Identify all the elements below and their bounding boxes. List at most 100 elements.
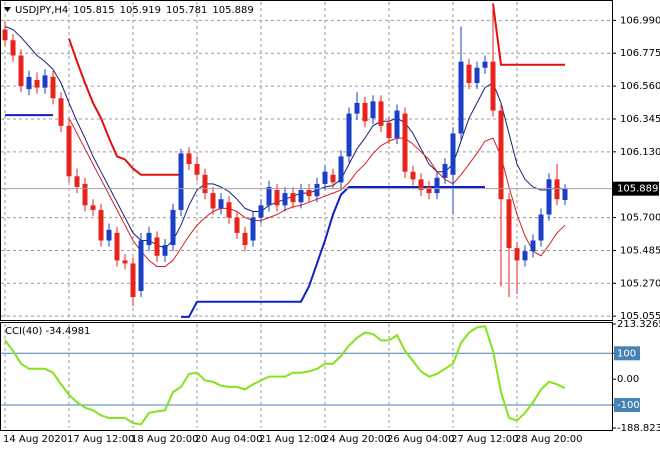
candle-body: [466, 64, 472, 84]
candle-body: [98, 209, 104, 241]
ohlc-value: 105.889: [212, 5, 253, 16]
x-tick-label: 28 Aug 20:00: [515, 434, 582, 445]
current-price-box: [613, 181, 659, 196]
candle-body: [266, 186, 272, 206]
indicator-line: [4, 26, 566, 249]
candle-body: [122, 260, 128, 264]
candle-body: [498, 110, 504, 200]
main-panel: [0, 0, 613, 321]
candle-body: [282, 193, 288, 206]
candle-body: [114, 232, 120, 261]
candle-body: [138, 240, 144, 291]
y-tick-label: 105.055: [620, 311, 660, 322]
y-tick-label: -188.8236: [617, 423, 660, 434]
x-tick-label: 27 Aug 12:00: [451, 434, 518, 445]
candle-body: [442, 164, 448, 178]
candle-body: [74, 176, 80, 187]
candle-body: [322, 171, 328, 184]
candle-body: [450, 133, 456, 175]
candle-body: [178, 153, 184, 210]
y-tick-label: 100: [617, 348, 636, 359]
y-tick-label: 105.485: [620, 245, 660, 256]
candle-body: [202, 174, 208, 194]
candle-body: [474, 67, 480, 84]
cci-panel: [0, 322, 613, 431]
y-tick-label: -100: [617, 400, 640, 411]
x-tick-label: 26 Aug 04:00: [387, 434, 454, 445]
candle-body: [242, 232, 248, 246]
candle-body: [218, 199, 224, 209]
candle-body: [490, 61, 496, 111]
candle-body: [522, 251, 528, 261]
y-tick-label: 105.270: [620, 278, 660, 289]
candle-body: [418, 179, 424, 191]
candle-body: [2, 29, 8, 41]
candle-body: [82, 183, 88, 206]
candle-body: [34, 79, 40, 88]
candle-body: [154, 237, 160, 256]
y-tick-label: 106.345: [620, 114, 660, 125]
candle-body: [410, 171, 416, 180]
candle-body: [146, 232, 152, 246]
ohlc-value: 105.815: [73, 5, 114, 16]
candle-body: [162, 245, 168, 256]
candle-body: [234, 217, 240, 233]
candle-body: [106, 229, 112, 241]
cci-line: [4, 325, 566, 426]
candle-body: [50, 76, 56, 99]
cci-name: CCI(40): [5, 326, 43, 337]
candle-body: [546, 179, 552, 215]
candle-body: [250, 217, 256, 241]
candle-body: [194, 164, 200, 175]
y-tick-label: 106.990: [620, 15, 660, 26]
candle-body: [394, 110, 400, 139]
x-tick-label: 18 Aug 20:00: [131, 434, 198, 445]
symbol: USDJPY,H4: [15, 5, 68, 16]
x-tick-label: 21 Aug 12:00: [259, 434, 326, 445]
candle-body: [386, 122, 392, 139]
header: USDJPY,H4 105.815 105.919 105.781 105.889: [15, 5, 254, 16]
candle-body: [58, 98, 64, 126]
candle-body: [354, 102, 360, 114]
level-box: [614, 398, 640, 413]
candle-body: [298, 190, 304, 203]
candle-body: [514, 248, 520, 261]
candle-body: [306, 190, 312, 197]
menu-arrow: [4, 7, 11, 12]
candle-body: [42, 75, 48, 88]
candle-body: [290, 193, 296, 203]
candle-body: [90, 205, 96, 210]
x-tick-label: 20 Aug 04:00: [195, 434, 262, 445]
x-tick-label: 17 Aug 12:00: [67, 434, 134, 445]
candle-body: [66, 125, 72, 177]
candle-body: [170, 209, 176, 246]
candle-body: [130, 263, 136, 298]
candle-body: [530, 240, 536, 252]
x-tick-label: 14 Aug 2020: [3, 434, 67, 445]
candle-body: [314, 183, 320, 197]
candle-body: [378, 101, 384, 126]
cci-value: -34.4981: [45, 326, 90, 337]
candle-body: [562, 188, 568, 200]
y-tick-label: 105.700: [620, 213, 660, 224]
candle-body: [258, 205, 264, 218]
indicator-line: [5, 114, 485, 318]
candle-body: [506, 199, 512, 249]
current-price-label: 105.889: [617, 184, 658, 195]
cci-header: CCI(40) -34.4981: [5, 326, 90, 337]
ohlc-value: 105.919: [120, 5, 161, 16]
candle-body: [338, 156, 344, 183]
candle-body: [482, 61, 488, 68]
candle-body: [226, 202, 232, 218]
candle-body: [554, 179, 560, 200]
candle-body: [186, 153, 192, 165]
candle-body: [330, 174, 336, 183]
candle-body: [370, 101, 376, 119]
x-tick-label: 24 Aug 20:00: [323, 434, 390, 445]
candle-body: [346, 113, 352, 157]
candle-body: [458, 61, 464, 134]
candle-body: [274, 190, 280, 206]
y-tick-label: 213.3265: [617, 319, 660, 330]
indicator-line: [68, 3, 565, 176]
